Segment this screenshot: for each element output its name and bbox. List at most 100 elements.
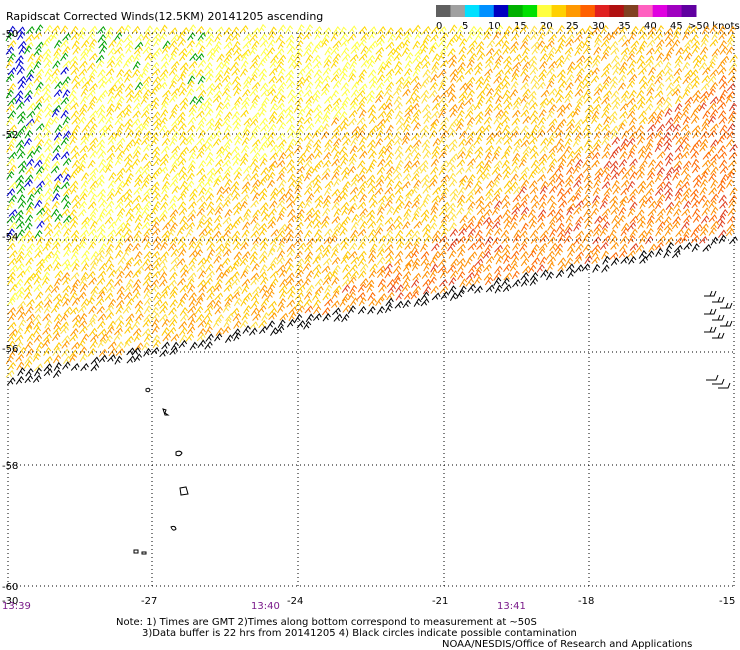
wind-barb [638,150,647,160]
wind-barb [591,59,601,68]
wind-barb [252,209,261,218]
wind-barb [70,250,79,260]
wind-barb [72,278,81,288]
wind-barb [71,75,80,84]
wind-barb [377,150,387,160]
wind-barb [18,125,27,134]
wind-barb [573,206,582,215]
wind-barb [214,74,224,83]
wind-barb [32,314,42,323]
wind-barb [144,271,153,280]
wind-barb [728,199,737,209]
wind-barb [413,236,422,246]
wind-barb [9,264,18,273]
wind-barb [126,94,135,104]
legend-label: 45 [670,21,683,32]
wind-barb [260,207,269,217]
wind-barb [428,89,438,99]
wind-barb [527,130,537,140]
wind-barb [464,67,474,76]
wind-barb [222,325,231,335]
wind-barb [565,263,575,272]
wind-barb [62,130,72,139]
note-line-2: 3)Data buffer is 22 hrs from 20141205 4)… [142,628,577,639]
wind-barb [70,102,79,111]
wind-barb [143,187,153,196]
wind-barb [385,94,394,104]
wind-barb [42,208,52,217]
wind-barb [180,186,189,196]
wind-barb [285,74,294,84]
wind-barb [629,228,638,238]
wind-barb [322,67,332,76]
wind-barb [342,61,351,71]
wind-barb [277,54,287,64]
wind-barb [213,299,222,309]
wind-barb [546,262,555,272]
wind-barb [32,352,41,362]
wind-barb [278,108,287,118]
wind-barb [663,61,672,71]
wind-barb [654,103,663,112]
wind-barb [420,164,429,174]
wind-barb [727,215,736,224]
wind-barb [466,116,476,126]
wind-barb [528,95,537,105]
wind-barb [205,108,214,117]
wind-barb [331,228,340,238]
wind-barb [467,242,477,251]
wind-barb [295,129,304,138]
wind-barb [62,298,71,307]
wind-barb [665,157,674,167]
wind-barb [522,131,531,141]
wind-barb [421,104,431,113]
wind-barb [459,278,468,288]
wind-barb [233,206,242,216]
wind-barb [194,248,203,258]
wind-barb [421,214,430,223]
wind-barb [340,157,349,167]
wind-barb [575,251,584,260]
wind-barb [320,131,330,140]
wind-barb [474,186,484,195]
wind-barb [171,145,181,154]
wind-barb [358,38,367,48]
wind-barb [18,165,27,174]
wind-barb [626,67,636,76]
wind-barb [225,47,235,56]
wind-barb [62,89,71,99]
wind-barb [728,151,738,160]
wind-barb [383,102,393,111]
wind-barb [357,201,367,210]
wind-barb [24,214,34,224]
wind-barb [204,305,214,314]
wind-barb [60,167,70,176]
wind-barb [79,312,88,322]
wind-barb [547,178,556,188]
wind-barb [269,152,279,161]
wind-barb [394,250,404,259]
wind-barb [269,278,279,287]
wind-barb [680,166,690,176]
wind-barb [565,166,575,175]
wind-barb [322,115,331,125]
wind-barb [464,257,473,267]
wind-barb [195,38,204,48]
wind-barb [332,264,341,274]
wind-barb [122,305,132,314]
wind-barb [234,216,243,225]
wind-barb [593,87,603,97]
wind-barb [105,75,114,84]
wind-barb [699,46,709,55]
legend-label: 40 [644,21,657,32]
wind-barb [719,124,728,134]
wind-barb [179,52,188,62]
wind-barb [501,75,510,84]
legend-swatch [522,5,538,17]
wind-barb [213,130,222,139]
wind-barb [691,243,700,252]
wind-barb [126,297,135,307]
wind-barb [474,151,484,160]
wind-barb [475,235,484,245]
wind-barb [204,277,213,286]
